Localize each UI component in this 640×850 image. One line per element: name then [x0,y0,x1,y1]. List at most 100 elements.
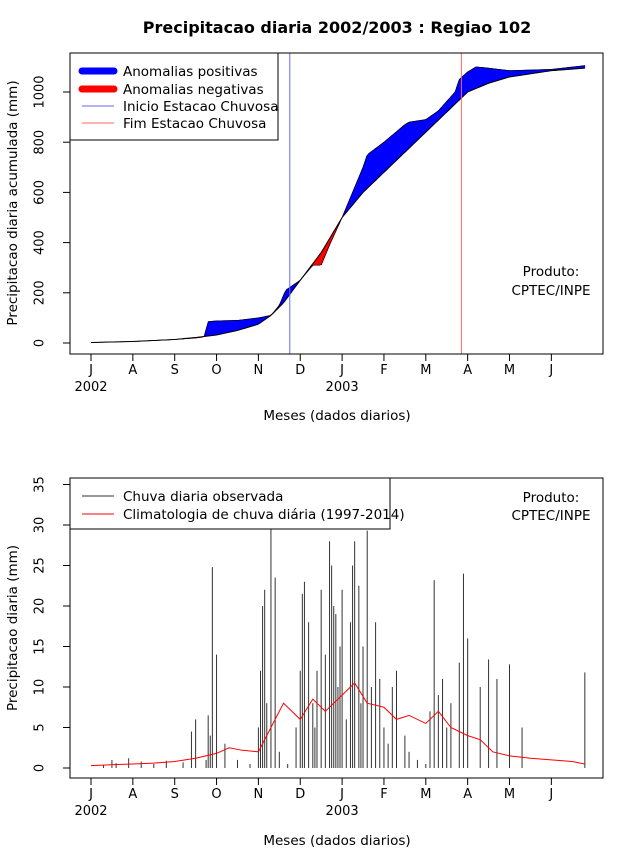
top-x-tick-label: A [128,363,137,378]
top-y-tick-label: 1000 [33,75,48,108]
positive-anomaly-segment [463,73,466,97]
positive-anomaly-segment [238,319,242,331]
cumulative-precipitation-chart: 0 200 400 600 800 1000 J A S O N D J F M A M J 2002 2003 Me… [5,52,604,424]
legend-observed: Chuva diaria observada [123,489,283,505]
bottom-y-tick-label: 20 [33,598,48,615]
top-y-tick-label: 0 [33,339,48,347]
top-x-tick-label: J [339,363,344,378]
positive-anomaly-segment [382,140,386,174]
positive-anomaly-segment [368,151,372,188]
positive-anomaly-segment [485,67,489,85]
positive-anomaly-segment [247,318,250,328]
positive-anomaly-segment [471,67,475,91]
positive-anomaly-segment [366,152,370,190]
positive-anomaly-segment [403,123,407,155]
bottom-x-tick-label: M [504,787,515,802]
bottom-x-tick-label: N [254,787,264,802]
daily-precipitation-chart: 0 5 10 15 20 25 30 35 J A S O N D J F M A M J 2002 2003 Meses… [5,476,604,849]
positive-anomaly-segment [477,66,481,89]
top-y-axis-label: Precipitacao diaria acumulada (mm) [5,80,21,325]
chart-title: Precipitacao diaria 2002/2003 : Regiao 1… [143,18,531,37]
top-x-tick-label: O [211,363,221,378]
positive-anomaly-segment [508,70,512,78]
bottom-y-tick-label: 10 [33,679,48,696]
positive-anomaly-segment [413,120,417,145]
bottom-y-axis-label: Precipitacao diaria (mm) [5,545,21,711]
top-x-tick-label: S [171,363,179,378]
bottom-y-tick-label: 35 [33,476,48,493]
positive-anomaly-segment [384,138,388,172]
legend-end: Fim Estacao Chuvosa [123,116,266,132]
positive-anomaly-segment [214,320,217,336]
top-x-tick-label: A [463,363,472,378]
top-x-tick-label: M [420,363,431,378]
positive-anomaly-segment [500,69,503,81]
positive-anomaly-segment [222,320,226,335]
positive-anomaly-segment [401,124,405,156]
positive-anomaly-segment [393,131,396,164]
bottom-product-source: CPTEC/INPE [511,508,590,524]
climatology-daily-line [90,682,585,767]
bottom-x-axis-label: Meses (dados diarios) [263,833,410,849]
positive-anomaly-segment [251,318,254,327]
positive-anomaly-segment [216,320,219,336]
bottom-x-tick-label: J [88,787,93,802]
positive-anomaly-segment [475,66,479,90]
positive-anomaly-segment [212,320,215,336]
positive-anomaly-segment [407,121,411,151]
positive-anomaly-segment [249,318,252,328]
positive-anomaly-segment [415,120,419,143]
positive-anomaly-segment [512,70,516,77]
positive-anomaly-segment [242,319,246,330]
positive-anomaly-segment [220,320,223,335]
positive-anomaly-segment [370,149,374,186]
positive-anomaly-segment [386,137,390,170]
positive-anomaly-segment [240,319,244,330]
positive-anomaly-segment [228,320,232,333]
positive-anomaly-segment [481,67,485,87]
bottom-x-tick-label: O [211,787,221,802]
positive-anomaly-segment [493,68,497,82]
legend-climatology: Climatologia de chuva diária (1997-2014) [123,507,405,523]
positive-anomaly-segment [210,320,213,337]
top-y-tick-label: 600 [33,180,48,205]
bottom-year-label: 2003 [326,804,359,819]
top-y-tick-label: 200 [33,280,48,305]
bottom-y-tick-label: 15 [33,638,48,655]
bottom-y-tick-label: 25 [33,557,48,574]
positive-anomaly-segment [397,128,400,160]
positive-anomaly-segment [514,70,518,77]
positive-anomaly-segment [399,126,403,158]
positive-anomaly-segment [518,70,522,76]
positive-anomaly-segment [226,320,230,334]
bottom-year-label: 2002 [74,804,107,819]
positive-anomaly-segment [409,121,413,149]
positive-anomaly-segment [234,320,238,332]
bottom-legend: Chuva diaria observada Climatologia de c… [69,477,405,530]
positive-anomaly-segment [218,320,221,335]
positive-anomaly-segment [245,318,248,329]
positive-anomaly-segment [491,68,495,83]
bottom-x-tick-label: A [128,787,137,802]
positive-anomaly-segment [395,130,398,162]
top-product-source: CPTEC/INPE [511,283,590,299]
positive-anomaly-segment [389,135,392,168]
bottom-x-tick-label: J [548,787,553,802]
top-x-tick-label: J [548,363,553,378]
positive-anomaly-segment [498,68,501,81]
positive-anomaly-segment [489,68,493,84]
positive-anomaly-segment [473,66,477,90]
positive-anomaly-segment [378,143,382,178]
bottom-x-tick-label: M [420,787,431,802]
bottom-x-tick-label: D [295,787,305,802]
positive-anomaly-segment [411,121,415,147]
top-legend: Anomalias positivas Anomalias negativas … [69,52,279,141]
top-x-axis-label: Meses (dados diarios) [263,408,410,424]
positive-anomaly-segment [510,70,514,78]
top-product-label: Produto: [523,264,580,280]
positive-anomaly-segment [516,70,520,77]
top-x-tick-label: D [295,363,305,378]
bottom-x-tick-label: A [463,787,472,802]
legend-onset: Inicio Estacao Chuvosa [123,99,278,115]
